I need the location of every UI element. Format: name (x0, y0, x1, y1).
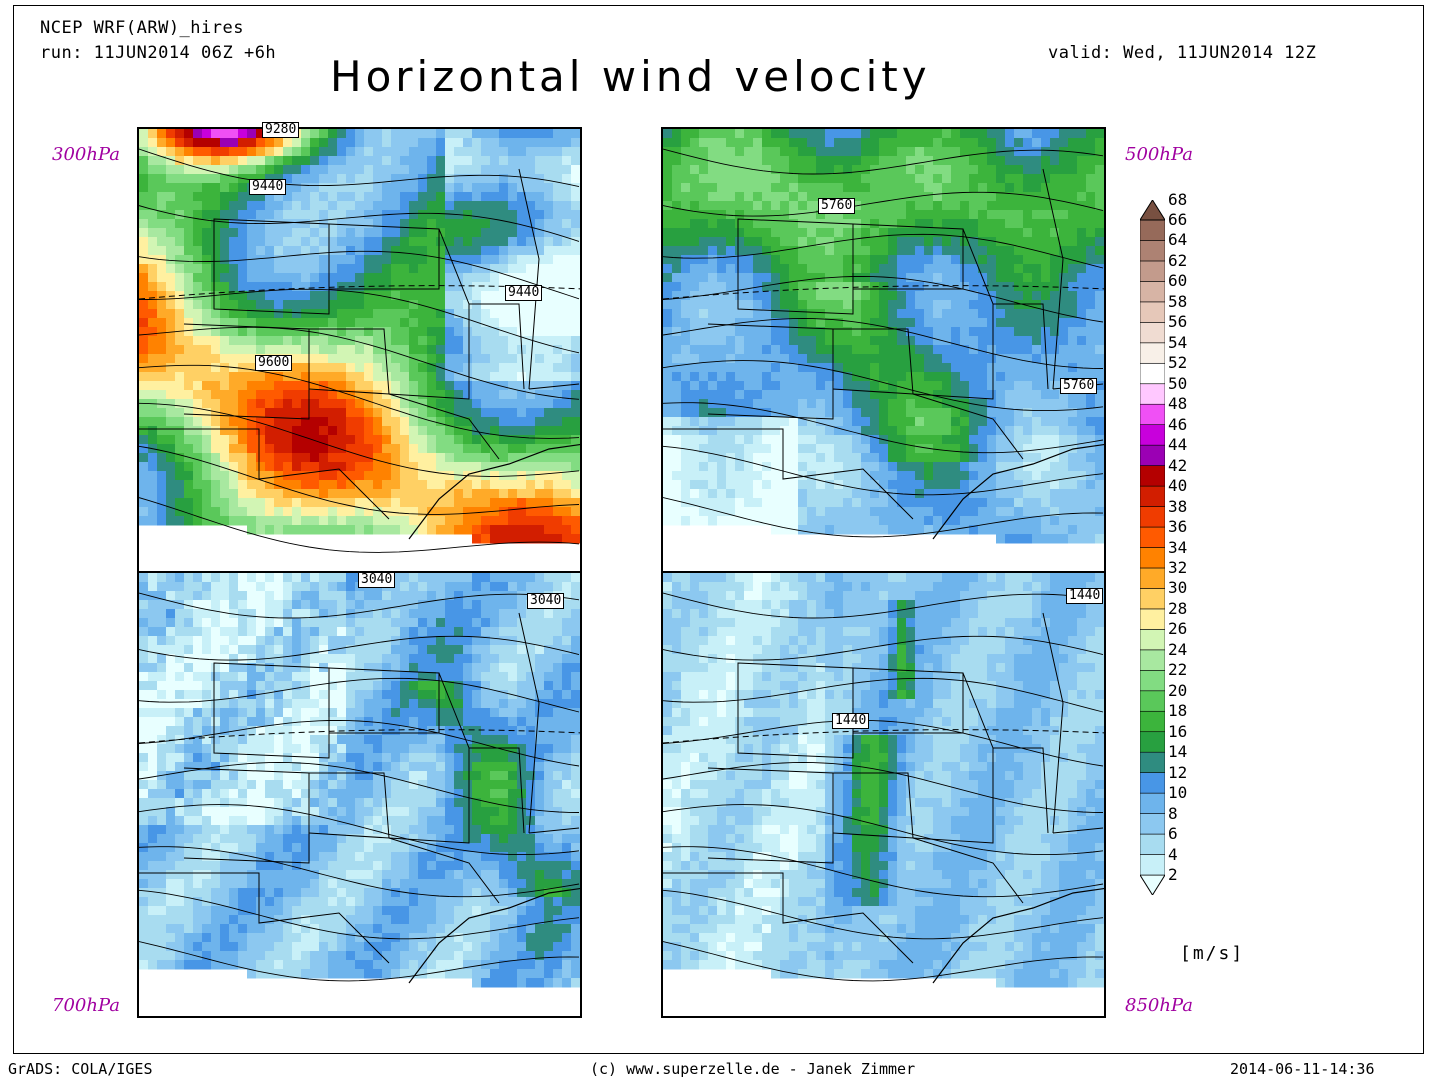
colorbar-bin (1140, 608, 1165, 630)
colorbar-tick-label: 8 (1168, 803, 1178, 823)
colorbar-bin (1140, 424, 1165, 446)
wind-field (139, 129, 580, 553)
colorbar-bin (1140, 588, 1165, 610)
colorbar-bin (1140, 792, 1165, 814)
colorbar-tick-label: 16 (1168, 721, 1188, 741)
colorbar-tick-label: 52 (1168, 353, 1188, 373)
model-name: NCEP WRF(ARW)_hires (40, 18, 244, 38)
colorbar-tick-label: 36 (1168, 517, 1188, 537)
level-label-700: 700hPa (52, 995, 120, 1016)
colorbar-tick-label: 2 (1168, 865, 1178, 884)
colorbar-tick-label: 66 (1168, 210, 1188, 229)
colorbar-bin (1140, 281, 1165, 303)
colorbar-tick-label: 26 (1168, 619, 1188, 639)
colorbar-tick-label: 54 (1168, 332, 1188, 352)
colorbar-bin (1140, 690, 1165, 712)
contour-label: 3040 (527, 593, 565, 609)
map-panel-500hpa (661, 127, 1106, 573)
colorbar (1140, 200, 1165, 895)
contour-label: 9280 (262, 122, 300, 138)
contour-label: 5760 (818, 198, 856, 214)
colorbar-tick-label: 48 (1168, 394, 1188, 414)
colorbar-bin (1140, 485, 1165, 507)
map-panel-700hpa (137, 571, 582, 1018)
contour-label: 1440 (1066, 588, 1104, 604)
colorbar-tick-label: 34 (1168, 537, 1188, 557)
colorbar-bin (1140, 403, 1165, 425)
colorbar-bin (1140, 444, 1165, 466)
colorbar-tick-label: 46 (1168, 414, 1188, 434)
colorbar-tick-label: 62 (1168, 250, 1188, 270)
map-panel-850hpa (661, 571, 1106, 1018)
contour-label: 9600 (255, 355, 293, 371)
contour-label: 1440 (832, 713, 870, 729)
colorbar-bin (1140, 833, 1165, 855)
wind-field (663, 129, 1104, 544)
colorbar-bin (1140, 854, 1165, 876)
colorbar-tick-label: 58 (1168, 291, 1188, 311)
contour-label: 9440 (249, 179, 287, 195)
colorbar-bin (1140, 670, 1165, 692)
unit-label: [m/s] (1180, 943, 1245, 964)
figure-frame (13, 5, 1424, 1054)
colorbar-bin (1140, 772, 1165, 794)
valid-time: valid: Wed, 11JUN2014 12Z (1048, 43, 1317, 63)
colorbar-bin (1140, 506, 1165, 528)
map-panel-300hpa (137, 127, 582, 573)
colorbar-tick-label: 44 (1168, 435, 1188, 455)
wind-field (663, 573, 1104, 988)
run-time: run: 11JUN2014 06Z +6h (40, 43, 277, 63)
colorbar-tick-label: 28 (1168, 598, 1188, 618)
colorbar-bin (1140, 813, 1165, 835)
colorbar-bin (1140, 629, 1165, 651)
level-label-850: 850hPa (1125, 995, 1193, 1016)
colorbar-tick-label: 18 (1168, 701, 1188, 721)
colorbar-tick-label: 22 (1168, 660, 1188, 680)
colorbar-bin (1140, 260, 1165, 282)
colorbar-bin (1140, 240, 1165, 262)
colorbar-tick-label: 32 (1168, 557, 1188, 577)
colorbar-bin (1140, 301, 1165, 323)
colorbar-tick-label: 24 (1168, 639, 1188, 659)
footer-center: (c) www.superzelle.de - Janek Zimmer (590, 1060, 916, 1078)
wind-field (139, 573, 580, 988)
colorbar-tick-label: 56 (1168, 312, 1188, 332)
footer-right: 2014-06-11-14:36 (1230, 1060, 1375, 1078)
colorbar-bin (1140, 526, 1165, 548)
colorbar-bin (1140, 219, 1165, 241)
colorbar-bin (1140, 465, 1165, 487)
colorbar-tick-label: 40 (1168, 476, 1188, 496)
colorbar-bin (1140, 547, 1165, 569)
level-label-300: 300hPa (52, 144, 120, 165)
colorbar-tick-label: 4 (1168, 844, 1178, 864)
colorbar-tick-label: 30 (1168, 578, 1188, 598)
colorbar-tick-label: 14 (1168, 742, 1188, 762)
colorbar-bin (1140, 322, 1165, 344)
colorbar-bin (1140, 342, 1165, 364)
footer-left: GrADS: COLA/IGES (8, 1060, 153, 1078)
colorbar-bin (1140, 649, 1165, 671)
colorbar-tick-label: 60 (1168, 271, 1188, 291)
colorbar-bin (1140, 710, 1165, 733)
contour-label: 3040 (358, 572, 396, 588)
colorbar-bin (1140, 731, 1165, 753)
colorbar-bin (1140, 751, 1165, 773)
colorbar-bin (1140, 567, 1165, 589)
colorbar-bin (1140, 383, 1165, 405)
colorbar-bin (1140, 362, 1165, 385)
colorbar-tick-label: 68 (1168, 189, 1188, 209)
page-title: Horizontal wind velocity (330, 52, 931, 101)
colorbar-tick-label: 42 (1168, 455, 1188, 475)
level-label-500: 500hPa (1125, 144, 1193, 165)
colorbar-tick-label: 50 (1168, 373, 1188, 393)
colorbar-tick-label: 38 (1168, 496, 1188, 516)
colorbar-tick-label: 6 (1168, 824, 1178, 844)
contour-label: 9440 (505, 285, 543, 301)
colorbar-tick-label: 10 (1168, 783, 1188, 803)
colorbar-tick-label: 64 (1168, 230, 1188, 250)
colorbar-tick-label: 12 (1168, 762, 1188, 782)
contour-label: 5760 (1060, 378, 1098, 394)
colorbar-tick-label: 20 (1168, 680, 1188, 700)
